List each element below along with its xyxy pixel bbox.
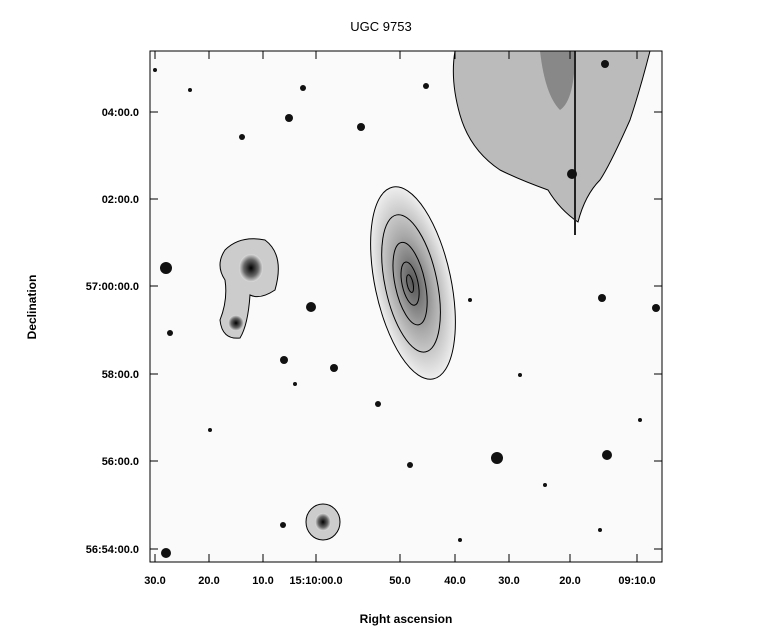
x-tick-label: 50.0 [389, 575, 410, 587]
x-tick-label: 20.0 [198, 575, 219, 587]
axis-ticks: 30.0 20.0 10.0 15:10:00.0 50.0 40.0 30.0 20.0 09… [86, 51, 662, 587]
x-tick-label: 20.0 [559, 575, 580, 587]
x-axis-label: Right ascension [360, 612, 453, 626]
x-tick-label: 15:10:00.0 [289, 575, 342, 587]
x-tick-label: 30.0 [144, 575, 165, 587]
plot-frame [149, 50, 663, 563]
x-tick-label: 30.0 [498, 575, 519, 587]
y-tick-label: 56:54:00.0 [86, 544, 139, 556]
y-axis-label: Declination [25, 275, 39, 340]
x-tick-label: 09:10.0 [618, 575, 655, 587]
y-tick-label: 56:00.0 [102, 456, 139, 468]
y-tick-label: 02:00.0 [102, 194, 139, 206]
x-tick-label: 10.0 [252, 575, 273, 587]
title: UGC 9753 [350, 19, 411, 34]
y-tick-label: 57:00:00.0 [86, 281, 139, 293]
y-tick-label: 04:00.0 [102, 107, 139, 119]
y-tick-label: 58:00.0 [102, 369, 139, 381]
sky-image [150, 51, 662, 562]
x-tick-label: 40.0 [444, 575, 465, 587]
